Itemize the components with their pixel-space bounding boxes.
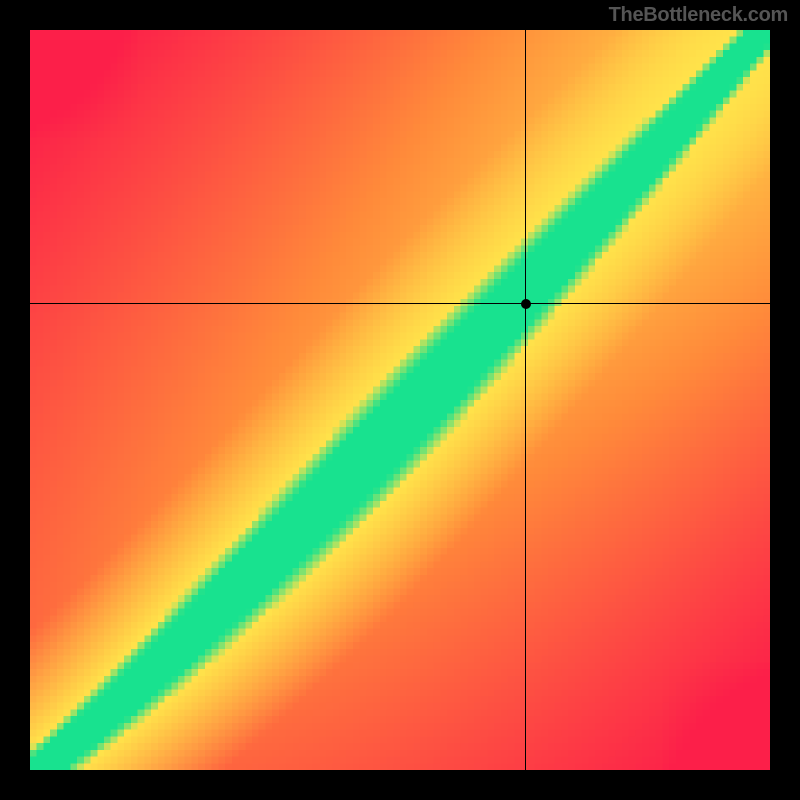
crosshair-horizontal xyxy=(30,303,770,304)
crosshair-marker-dot xyxy=(521,299,531,309)
attribution-label: TheBottleneck.com xyxy=(609,4,788,27)
bottleneck-heatmap xyxy=(30,30,770,770)
crosshair-vertical xyxy=(525,30,526,770)
chart-root: TheBottleneck.com xyxy=(0,0,800,800)
